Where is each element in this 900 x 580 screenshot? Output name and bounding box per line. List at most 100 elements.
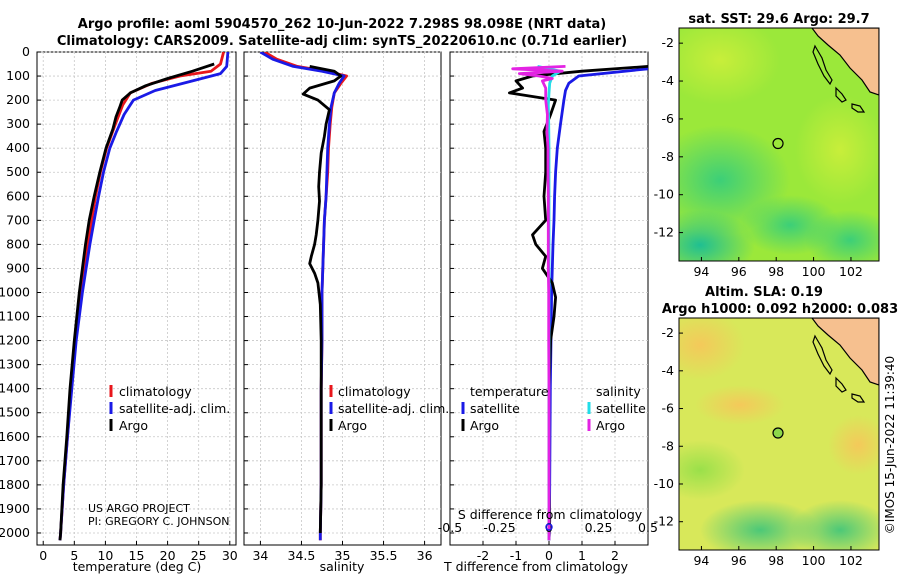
header-line-2: Climatology: CARS2009. Satellite-adj cli… <box>57 34 627 49</box>
sla-high-patch <box>679 318 745 380</box>
map-x-tick-label: 94 <box>693 264 709 279</box>
sst-float-marker <box>772 137 784 150</box>
x-tick-label: 0 <box>545 548 553 563</box>
x-tick-label: 35 <box>335 548 351 563</box>
temperature-ticks: 0 5 10 15 20 25 30 <box>37 51 238 563</box>
x-tick-label: 5 <box>70 548 78 563</box>
depth-tick-label: 400 <box>6 140 30 155</box>
sla-map-ticks: 94 96 98 100 102 -2 -4 -6 -8 -10 -12 <box>654 325 863 568</box>
sla-low-patch <box>679 440 745 500</box>
difference-legend: temperature salinity satellite Argo sate… <box>461 384 646 433</box>
depth-tick-label: 1500 <box>0 405 30 420</box>
depth-tick-label: 0 <box>22 44 30 59</box>
salinity-series <box>259 52 349 541</box>
temperature-xlabel: temperature (deg C) <box>73 559 202 574</box>
x-tick-label: 0 <box>39 548 47 563</box>
salinity-legend: climatology satellite-adj. clim. Argo <box>329 384 449 433</box>
depth-tick-label: 200 <box>6 92 30 107</box>
salinity-difference-ticks: -0.5 -0.25 0 0.25 0.5 <box>438 520 658 535</box>
credit-project: US ARGO PROJECT <box>88 502 190 515</box>
imos-timestamp: ©IMOS 15-Jun-2022 11:39:40 <box>883 356 897 534</box>
series-line-argo <box>58 62 215 541</box>
s-diff-tick-label: -0.5 <box>438 520 462 535</box>
depth-tick-label: 1600 <box>0 429 30 444</box>
depth-tick-label: 600 <box>6 188 30 203</box>
difference-xlabel: T difference from climatology <box>443 559 629 574</box>
map-y-tick-label: -8 <box>662 149 675 164</box>
sla-land-sumatra <box>811 318 879 386</box>
sst-warm-patch-east <box>795 95 879 205</box>
map-y-tick-label: -6 <box>662 111 675 126</box>
x-tick-label: 34.5 <box>288 548 316 563</box>
map-y-tick-label: -2 <box>662 35 674 50</box>
depth-tick-label: 1400 <box>0 381 30 396</box>
sst-warm-patch <box>679 28 780 105</box>
depth-tick-label: 1300 <box>0 357 30 372</box>
depth-tick-label: 1800 <box>0 477 30 492</box>
x-tick-label: 30 <box>222 548 238 563</box>
depth-tick-label: 1100 <box>0 309 30 324</box>
x-tick-label: -2 <box>477 548 489 563</box>
salinity-xlabel: salinity <box>320 559 365 574</box>
difference-ticks: -2 -1 0 1 2 <box>450 51 619 563</box>
difference-grid <box>450 51 648 545</box>
sst-island-2 <box>835 86 847 103</box>
map-x-tick-label: 98 <box>768 264 784 279</box>
s-diff-tick-label: 0.5 <box>638 520 658 535</box>
depth-tick-label: 1700 <box>0 453 30 468</box>
depth-tick-label: 300 <box>6 116 30 131</box>
sst-cold-patch <box>679 210 755 261</box>
map-y-tick-label: -10 <box>654 187 674 202</box>
depth-tick-label: 1000 <box>0 284 30 299</box>
legend-climatology: climatology <box>119 384 192 399</box>
sla-island-3 <box>851 393 866 403</box>
sla-high-patch-3 <box>828 415 879 475</box>
legend-satellite-adj: satellite-adj. clim. <box>119 401 230 416</box>
x-tick-label: 34 <box>252 548 268 563</box>
map-y-tick-label: -10 <box>654 476 674 491</box>
difference-xlabel-top: S difference from climatology <box>458 507 643 522</box>
x-tick-label: -1 <box>510 548 522 563</box>
difference-panel: -2 -1 0 1 2 <box>449 51 649 563</box>
map-y-tick-label: -12 <box>654 514 674 529</box>
sst-map-title: sat. SST: 29.6 Argo: 29.7 <box>688 12 869 27</box>
x-tick-label: 15 <box>129 548 145 563</box>
map-x-tick-label: 102 <box>839 264 863 279</box>
series-line-salinity-argo <box>511 65 566 541</box>
sla-float-marker <box>772 427 784 439</box>
sla-lower-patch-2 <box>790 500 879 550</box>
sla-lower-patch <box>700 500 820 550</box>
salinity-panel: 34 34.5 35 35.5 36 <box>243 51 442 563</box>
map-x-tick-label: 94 <box>693 553 709 568</box>
map-y-tick-label: -6 <box>662 401 675 416</box>
legend-t-argo: Argo <box>470 418 499 433</box>
x-tick-label: 25 <box>191 548 207 563</box>
legend-s-argo: Argo <box>596 418 625 433</box>
depth-tick-label: 900 <box>6 260 30 275</box>
s-diff-tick-label: -0.25 <box>483 520 515 535</box>
legend-s-satellite: satellite <box>596 401 646 416</box>
sst-island-1 <box>812 44 833 86</box>
sla-island-2 <box>835 376 847 393</box>
sst-map-ticks: 94 96 98 100 102 -2 -4 -6 -8 -10 -12 <box>654 35 863 279</box>
x-tick-label: 20 <box>160 548 176 563</box>
depth-tick-label: 700 <box>6 212 30 227</box>
depth-axis-labels: 0 100 200 300 400 500 600 700 800 900 1000 1100 1200… <box>0 44 30 540</box>
sla-map: 94 96 98 100 102 -2 -4 -6 -8 -10 -12 <box>654 317 880 568</box>
x-tick-label: 36 <box>417 548 433 563</box>
map-y-tick-label: -4 <box>662 73 675 88</box>
map-y-tick-label: -2 <box>662 325 674 340</box>
temperature-axes-frame <box>36 51 237 546</box>
s-diff-tick-label: 0 <box>545 520 553 535</box>
map-x-tick-label: 96 <box>731 553 747 568</box>
depth-tick-label: 800 <box>6 236 30 251</box>
legend-t-satellite: satellite <box>470 401 520 416</box>
depth-tick-label: 500 <box>6 164 30 179</box>
depth-tick-label: 100 <box>6 68 30 83</box>
map-x-tick-label: 96 <box>731 264 747 279</box>
temperature-series <box>58 52 230 541</box>
difference-series <box>507 65 648 541</box>
legend-satellite-adj-2: satellite-adj. clim. <box>338 401 449 416</box>
salinity-axes-frame <box>243 51 442 546</box>
credit-pi: PI: GREGORY C. JOHNSON <box>88 515 229 528</box>
